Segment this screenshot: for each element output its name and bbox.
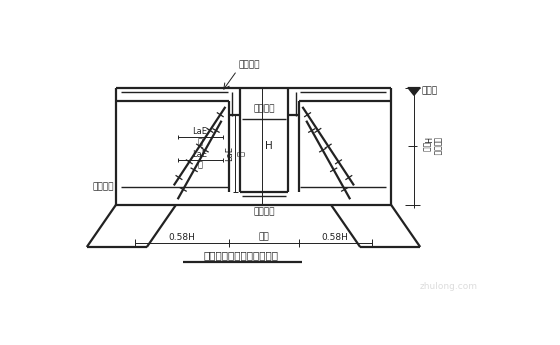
Text: 基础顶: 基础顶 xyxy=(422,86,438,95)
Text: LaE: LaE xyxy=(193,127,208,136)
Text: 0.58H: 0.58H xyxy=(169,233,195,241)
Text: LaE: LaE xyxy=(193,150,208,159)
Text: 胡: 胡 xyxy=(198,161,203,170)
Text: 承台下筋: 承台下筋 xyxy=(253,207,274,216)
Text: 承台上筋: 承台上筋 xyxy=(253,104,274,113)
Text: 承台上筋: 承台上筋 xyxy=(239,60,260,69)
Polygon shape xyxy=(408,88,420,95)
Text: LaE: LaE xyxy=(225,146,234,160)
Text: 0.58H: 0.58H xyxy=(321,233,348,241)
Text: 基础埋深
H命条: 基础埋深 H命条 xyxy=(422,137,441,155)
Text: 井宽: 井宽 xyxy=(259,233,269,241)
Text: 承台下筋: 承台下筋 xyxy=(92,183,114,191)
Text: 承台中井坑配筋示意（一）: 承台中井坑配筋示意（一） xyxy=(203,250,278,260)
Text: zhulong.com: zhulong.com xyxy=(419,282,478,291)
Text: 腿: 腿 xyxy=(237,150,246,156)
Text: 胡: 胡 xyxy=(198,138,203,147)
Text: H: H xyxy=(265,141,272,151)
